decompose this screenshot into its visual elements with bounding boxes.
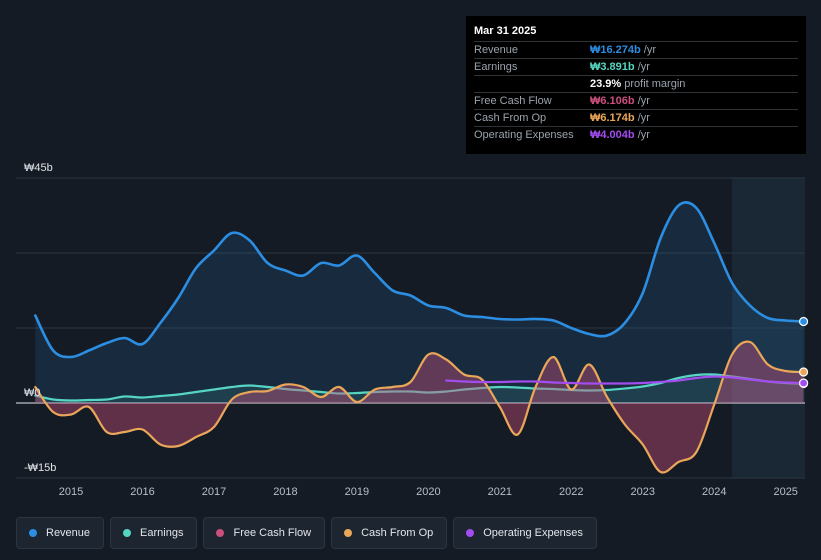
earnings-area: [35, 374, 804, 403]
tooltip-label: Operating Expenses: [474, 129, 574, 141]
revenue-end-marker: [798, 316, 809, 327]
x-tick-label: 2023: [631, 486, 655, 498]
legend-dot-icon: [216, 529, 225, 537]
legend-label: Earnings: [140, 527, 184, 539]
tooltip-unit: /yr: [634, 112, 650, 124]
tooltip-row: Revenue ₩16.274b /yr: [474, 42, 798, 59]
legend-dot-icon: [344, 529, 353, 537]
legend-item-cash-from-op[interactable]: Cash From Op: [331, 517, 448, 549]
tooltip-unit: /yr: [634, 95, 650, 107]
earnings-line: [34, 373, 805, 402]
x-tick-label: 2024: [702, 486, 726, 498]
tooltip-date: Mar 31 2025: [474, 22, 798, 42]
x-tick-label: 2018: [273, 486, 297, 498]
tooltip-row: Cash From Op ₩6.174b /yr: [474, 110, 798, 127]
legend-item-earnings[interactable]: Earnings: [110, 517, 198, 549]
operating-expenses-line: [445, 375, 805, 385]
tooltip-row: Operating Expenses ₩4.004b /yr: [474, 127, 798, 144]
tooltip-value: ₩4.004b: [590, 129, 635, 141]
x-tick-label: 2025: [773, 486, 797, 498]
tooltip-label: Earnings: [474, 61, 518, 73]
tooltip-unit: /yr: [634, 61, 650, 73]
tooltip-rows: Revenue ₩16.274b /yr Earnings ₩3.891b /yr 23…: [474, 42, 798, 144]
legend-dot-icon: [123, 529, 132, 537]
cash-from-op-end-marker: [798, 367, 809, 377]
cash-from-op-line: [34, 340, 805, 474]
tooltip-value: ₩6.106b: [590, 95, 635, 107]
y-tick-label: ₩45b: [24, 162, 53, 174]
legend-label: Cash From Op: [361, 527, 434, 539]
x-tick-label: 2021: [488, 486, 512, 498]
x-tick-label: 2020: [416, 486, 440, 498]
revenue-line: [34, 201, 805, 359]
legend-item-free-cash-flow[interactable]: Free Cash Flow: [203, 517, 326, 549]
x-tick-label: 2016: [130, 486, 154, 498]
tooltip-row: Free Cash Flow ₩6.106b /yr: [474, 93, 798, 110]
tooltip-label: Cash From Op: [474, 112, 547, 124]
tooltip-label: Free Cash Flow: [474, 95, 552, 107]
data-tooltip: Mar 31 2025 Revenue ₩16.274b /yr Earnings ₩…: [466, 16, 806, 154]
tooltip-value: ₩6.174b: [590, 112, 635, 124]
x-tick-label: 2015: [59, 486, 83, 498]
tooltip-value: 23.9%: [590, 78, 622, 90]
x-tick-label: 2019: [345, 486, 369, 498]
revenue-area: [35, 202, 804, 403]
legend-item-operating-expenses[interactable]: Operating Expenses: [453, 517, 597, 549]
chart-legend: Revenue Earnings Free Cash Flow Cash From O…: [16, 517, 597, 549]
x-tick-label: 2017: [202, 486, 226, 498]
operating-expenses-end-marker: [798, 378, 809, 388]
tooltip-value: ₩16.274b: [590, 44, 641, 56]
tooltip-unit: profit margin: [621, 78, 686, 90]
legend-label: Revenue: [46, 527, 91, 539]
tooltip-row: Earnings ₩3.891b /yr: [474, 59, 798, 76]
legend-dot-icon: [29, 529, 37, 537]
y-tick-label: ₩0: [24, 387, 41, 399]
legend-label: Operating Expenses: [483, 527, 583, 539]
tooltip-value: ₩3.891b: [590, 61, 635, 73]
legend-dot-icon: [466, 529, 475, 537]
tooltip-unit: /yr: [640, 44, 657, 56]
tooltip-label: [474, 76, 590, 92]
legend-item-revenue[interactable]: Revenue: [16, 517, 105, 549]
tooltip-row: 23.9% profit margin: [474, 76, 798, 93]
tooltip-label: Revenue: [474, 44, 519, 56]
x-tick-label: 2022: [559, 486, 583, 498]
legend-label: Free Cash Flow: [233, 527, 312, 539]
y-tick-label: -₩15b: [24, 462, 56, 474]
tooltip-unit: /yr: [634, 129, 650, 141]
